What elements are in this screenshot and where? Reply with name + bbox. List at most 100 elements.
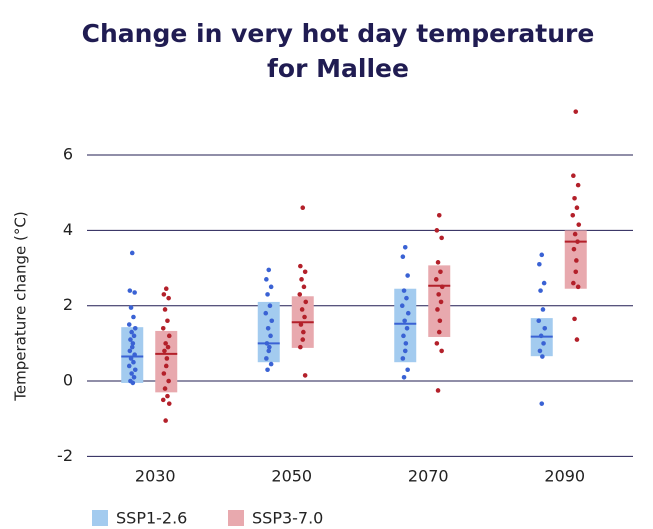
model-point <box>131 359 136 365</box>
model-point <box>572 316 577 322</box>
model-point <box>399 303 405 308</box>
model-point <box>434 341 440 346</box>
legend-label: SSP3-7.0 <box>252 509 323 528</box>
y-tick-label: 0 <box>63 371 73 390</box>
model-point <box>571 246 577 252</box>
model-point <box>266 267 272 273</box>
model-point <box>128 305 134 310</box>
model-point <box>165 318 170 324</box>
model-point <box>265 367 270 373</box>
model-point <box>128 337 133 342</box>
model-point <box>438 299 444 305</box>
model-point <box>538 288 543 293</box>
model-point <box>537 261 542 267</box>
model-point <box>403 341 409 346</box>
model-point <box>161 292 167 297</box>
box <box>394 288 417 363</box>
model-point <box>436 329 442 335</box>
box <box>121 327 144 383</box>
chart-title: for Mallee <box>267 54 409 83</box>
model-point <box>302 373 308 378</box>
model-point <box>405 273 410 278</box>
model-point <box>130 380 136 386</box>
model-point <box>297 292 303 297</box>
model-point <box>131 333 137 339</box>
model-point <box>434 228 440 233</box>
legend-label: SSP1-2.6 <box>116 509 187 528</box>
model-point <box>437 318 443 324</box>
model-point <box>166 295 171 301</box>
model-point <box>162 307 168 312</box>
model-point <box>163 286 169 292</box>
model-point <box>401 288 407 293</box>
model-point <box>300 337 306 342</box>
model-point <box>402 318 407 324</box>
x-tick-label: 2050 <box>271 467 312 486</box>
model-point <box>131 314 136 320</box>
model-point <box>405 367 410 373</box>
model-point <box>438 269 443 275</box>
model-point <box>402 244 408 250</box>
model-point <box>130 341 136 346</box>
model-point <box>165 393 170 399</box>
model-point <box>404 325 410 331</box>
y-axis-label: Temperature change (°C) <box>12 211 30 401</box>
model-point <box>128 356 134 361</box>
model-point <box>435 388 441 393</box>
model-point <box>575 284 581 290</box>
model-point <box>400 254 406 260</box>
model-point <box>298 322 304 327</box>
model-point <box>401 333 406 339</box>
model-point <box>536 318 542 324</box>
model-point <box>163 363 169 369</box>
y-tick-label: 4 <box>63 220 73 239</box>
model-point <box>575 182 581 188</box>
model-point <box>264 277 269 282</box>
box <box>155 330 178 393</box>
model-point <box>405 310 411 316</box>
model-point <box>542 325 548 331</box>
y-tick-label: 6 <box>63 144 73 163</box>
model-point <box>299 277 304 282</box>
model-point <box>161 371 167 376</box>
model-point <box>439 235 444 241</box>
model-point <box>400 356 406 361</box>
model-point <box>539 252 545 258</box>
model-point <box>129 371 134 376</box>
model-point <box>129 329 134 335</box>
model-point <box>539 401 545 406</box>
model-point <box>160 325 166 331</box>
model-point <box>269 318 275 324</box>
model-point <box>572 231 578 237</box>
model-point <box>132 325 138 331</box>
model-point <box>132 290 137 295</box>
model-point <box>165 344 171 350</box>
model-point <box>302 269 308 275</box>
model-point <box>166 333 172 339</box>
model-point <box>301 284 307 290</box>
model-point <box>572 196 577 201</box>
model-point <box>126 322 132 327</box>
box <box>257 301 280 363</box>
x-tick-label: 2070 <box>408 467 449 486</box>
model-point <box>268 284 274 290</box>
model-point <box>266 348 272 354</box>
model-point <box>129 250 135 256</box>
model-point <box>160 397 166 403</box>
model-point <box>268 361 274 367</box>
model-point <box>267 344 272 350</box>
model-point <box>571 280 576 286</box>
model-point <box>126 363 132 369</box>
model-point <box>573 269 579 275</box>
model-point <box>264 341 270 346</box>
model-point <box>540 307 546 312</box>
model-point <box>538 333 544 339</box>
model-point <box>263 310 269 316</box>
model-point <box>162 348 167 354</box>
legend-swatch <box>228 510 244 526</box>
legend-swatch <box>92 510 108 526</box>
model-point <box>435 260 441 265</box>
model-point <box>433 277 439 282</box>
model-point <box>127 348 133 354</box>
x-tick-label: 2030 <box>135 467 176 486</box>
